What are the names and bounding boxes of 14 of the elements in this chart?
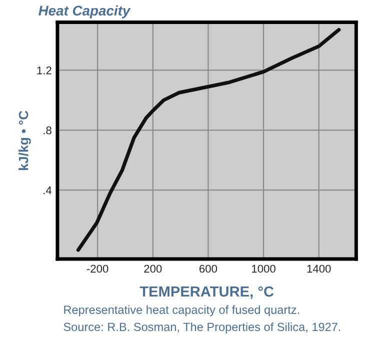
x-tick-label: 200 bbox=[144, 264, 162, 273]
x-axis-title: TEMPERATURE, °C bbox=[140, 286, 274, 299]
x-tick-label: 1000 bbox=[252, 264, 276, 273]
text: Representative heat capacity of fused quartz. bbox=[64, 305, 300, 316]
x-tick-label: -200 bbox=[86, 264, 108, 273]
x-tick-label: 1400 bbox=[307, 264, 331, 273]
y-tick-label: .8 bbox=[44, 126, 52, 134]
y-axis-title: kJ/kg • °C bbox=[18, 110, 31, 170]
chart-title: Heat Capacity bbox=[38, 5, 131, 18]
source-note: Source: R.B. Sosman, The Properties of Silica, 1927. bbox=[64, 322, 340, 334]
x-tick-label: 600 bbox=[200, 264, 218, 273]
y-tick-label: .4 bbox=[44, 186, 52, 194]
y-tick-label: 1.2 bbox=[37, 66, 52, 74]
line-series bbox=[76, 28, 341, 252]
